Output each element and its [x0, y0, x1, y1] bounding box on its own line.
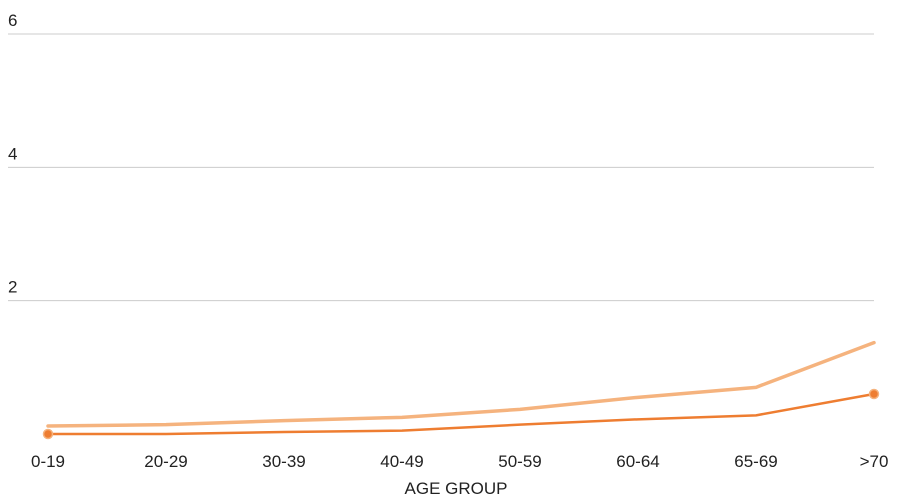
x-tick-label: 40-49 [380, 452, 423, 471]
y-tick-label: 6 [8, 11, 17, 30]
series-line-2 [46, 392, 876, 436]
x-axis-title: AGE GROUP [405, 479, 508, 498]
y-tick-label: 2 [8, 278, 17, 297]
label-layer: 2 4 6 0-19 20-29 30-39 40-49 50-59 60-64 65-69 >70 [8, 11, 888, 471]
x-tick-label: >70 [860, 452, 889, 471]
x-tick-label: 65-69 [734, 452, 777, 471]
x-tick-label: 30-39 [262, 452, 305, 471]
series-2-point [868, 388, 880, 400]
grid-layer [8, 33, 874, 302]
x-tick-label: 60-64 [616, 452, 659, 471]
y-tick-label: 4 [8, 144, 17, 163]
x-tick-label: 0-19 [31, 452, 65, 471]
series-2-point [42, 428, 54, 440]
series-layer [42, 340, 880, 440]
x-tick-label: 50-59 [498, 452, 541, 471]
series-line-1 [46, 340, 876, 428]
x-tick-label: 20-29 [144, 452, 187, 471]
